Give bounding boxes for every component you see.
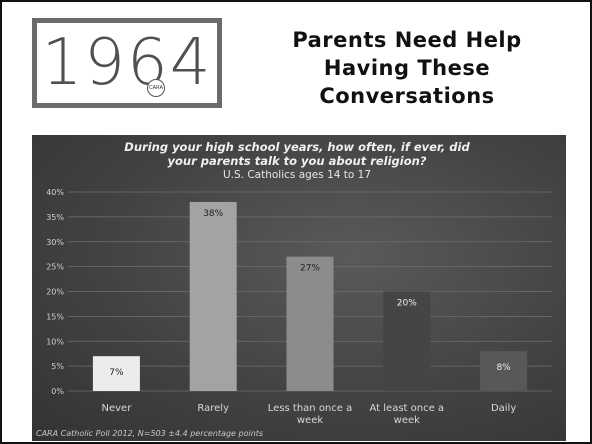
slide-title-line-3: Conversations — [319, 84, 495, 108]
chart-panel: During your high school years, how often… — [32, 135, 566, 441]
x-tick-label: Rarely — [197, 403, 229, 414]
data-label: 7% — [109, 368, 124, 378]
y-tick-label: 25% — [46, 263, 64, 272]
y-tick-label: 30% — [46, 238, 64, 247]
x-tick-label: Never — [101, 403, 132, 414]
logo-1964: 1964 CARA — [32, 18, 222, 108]
y-tick-label: 0% — [51, 387, 64, 396]
y-tick-label: 5% — [51, 362, 64, 371]
y-tick-label: 35% — [46, 213, 64, 222]
x-tick-label: week — [297, 415, 323, 426]
data-label: 8% — [496, 363, 511, 373]
bar — [383, 291, 431, 391]
data-label: 20% — [397, 299, 417, 309]
cara-seal-icon: CARA — [147, 79, 165, 97]
chart-title-line-2: your parents talk to you about religion? — [168, 154, 427, 168]
y-tick-label: 40% — [46, 188, 64, 197]
data-label: 38% — [203, 209, 223, 219]
x-tick-label: At least once a — [370, 403, 445, 414]
slide-title-line-2: Having These — [323, 56, 491, 80]
bar — [286, 256, 334, 391]
slide-title: Parents Need Help Having These Conversat… — [242, 26, 572, 110]
logo-text: 1964 — [41, 26, 213, 100]
chart-subtitle: U.S. Catholics ages 14 to 17 — [223, 169, 371, 181]
bar — [189, 201, 237, 391]
y-tick-label: 10% — [46, 337, 64, 346]
cara-seal-text: CARA — [149, 85, 163, 91]
x-tick-label: Daily — [491, 403, 516, 414]
bar — [92, 356, 140, 391]
source-note: CARA Catholic Poll 2012, N=503 ±4.4 perc… — [36, 429, 263, 438]
data-label: 27% — [300, 264, 320, 274]
x-tick-label: week — [394, 415, 420, 426]
y-tick-label: 20% — [46, 288, 64, 297]
bar-chart: During your high school years, how often… — [36, 140, 552, 438]
y-tick-label: 15% — [46, 312, 64, 321]
slide-title-line-1: Parents Need Help — [292, 28, 522, 52]
x-tick-label: Less than once a — [268, 403, 352, 414]
chart-title-line-1: During your high school years, how often… — [124, 140, 470, 154]
bar — [480, 351, 528, 391]
